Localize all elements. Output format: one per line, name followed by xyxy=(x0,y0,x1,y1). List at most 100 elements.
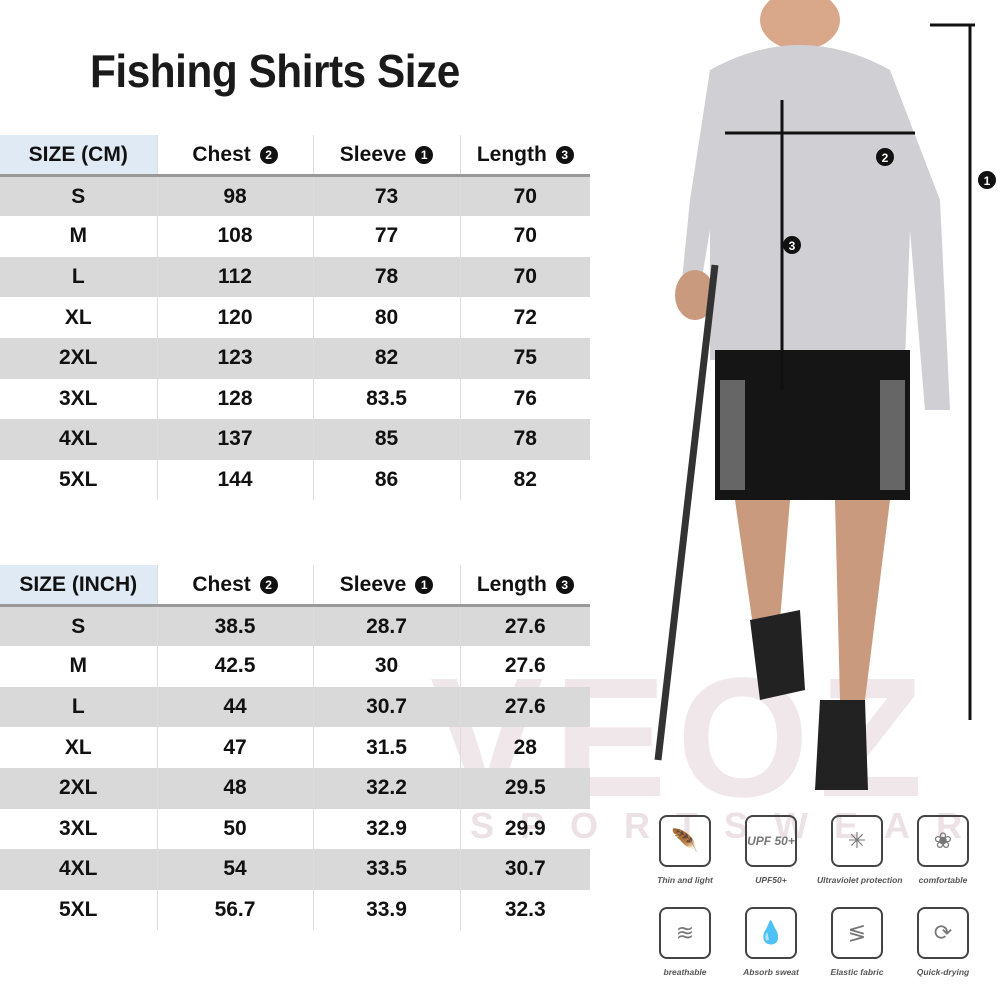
drop-icon-glyph: 💧 xyxy=(757,920,785,945)
chest-label: Chest xyxy=(192,142,251,166)
cell: 82 xyxy=(312,337,460,379)
length-label: Length xyxy=(476,142,547,166)
cell: 3XL xyxy=(58,386,98,410)
feature-label: UPF50+ xyxy=(755,875,787,885)
cell: 32.3 xyxy=(459,889,590,931)
cell: 30 xyxy=(312,646,460,687)
cell: 32.2 xyxy=(312,767,460,809)
zigzag-icon: ≶ xyxy=(831,907,883,959)
cell: 78 xyxy=(312,256,460,298)
cotton-icon-glyph: ❀ xyxy=(933,828,953,853)
cell: 3XL xyxy=(58,816,98,840)
cell: 33.5 xyxy=(312,849,460,890)
cell: 27.6 xyxy=(459,686,590,728)
table-row: S 38.5 28.7 27.6 xyxy=(0,605,590,647)
table-row: 3XL 50 32.9 29.9 xyxy=(0,808,590,850)
sleeve-header: Sleeve 1 xyxy=(312,565,460,608)
cell: 120 xyxy=(156,297,313,338)
svg-text:1: 1 xyxy=(984,174,991,188)
cell: 70 xyxy=(459,216,590,257)
cell: 38.5 xyxy=(156,605,313,647)
breathable-icon-glyph: ≋ xyxy=(675,920,695,945)
table-row: S 98 73 70 xyxy=(0,175,590,217)
feature-item: 🪶 Thin and light xyxy=(645,815,725,885)
cell: 83.5 xyxy=(312,378,460,420)
zigzag-icon-glyph: ≶ xyxy=(847,920,867,945)
table-row: 5XL 56.7 33.9 32.3 xyxy=(0,889,590,931)
marker-2: 2 xyxy=(876,148,894,166)
table-row: 2XL 123 82 75 xyxy=(0,337,590,379)
header-row: SIZE (INCH) Chest 2 Sleeve 1 Length 3 xyxy=(0,565,590,608)
cell: 33.9 xyxy=(312,889,460,931)
feature-label: Thin and light xyxy=(657,875,713,885)
feature-item: ≶ Elastic fabric xyxy=(817,907,897,977)
cotton-icon: ❀ xyxy=(917,815,969,867)
cell: 80 xyxy=(312,297,460,338)
marker-icon: 1 xyxy=(415,575,434,594)
drop-icon: 💧 xyxy=(745,907,797,959)
table-row: 5XL 144 86 82 xyxy=(0,459,590,501)
length-label: Length xyxy=(476,572,547,596)
marker-icon: 3 xyxy=(555,145,574,164)
cell: XL xyxy=(64,735,92,759)
feature-label: breathable xyxy=(663,967,707,977)
chest-header: Chest 2 xyxy=(156,135,313,178)
feature-item: ✳ Ultraviolet protection xyxy=(817,815,903,885)
sleeve-label: Sleeve xyxy=(339,572,407,596)
cell: 47 xyxy=(156,727,313,768)
cell: 77 xyxy=(312,216,460,257)
cell: 29.9 xyxy=(459,808,590,850)
feature-item: ≋ breathable xyxy=(645,907,725,977)
cell: 82 xyxy=(459,459,590,501)
table-row: XL 47 31.5 28 xyxy=(0,727,590,768)
chest-label: Chest xyxy=(192,572,251,596)
cell: S xyxy=(0,175,157,217)
cell: 4XL xyxy=(0,849,157,890)
cell: 98 xyxy=(156,175,313,217)
cell: L xyxy=(0,256,157,298)
table-row: L 44 30.7 27.6 xyxy=(0,686,590,728)
cell: 128 xyxy=(156,378,313,420)
cycle-icon-glyph: ⟳ xyxy=(933,920,953,945)
svg-text:2: 2 xyxy=(882,151,889,165)
table-row: M 108 77 70 xyxy=(0,216,590,257)
cell: 31.5 xyxy=(312,727,460,768)
cell: 27.6 xyxy=(459,646,590,687)
sleeve-label: Sleeve xyxy=(339,142,407,166)
marker-icon: 2 xyxy=(259,575,278,594)
feature-label: Absorb sweat xyxy=(743,967,799,977)
table-row: 2XL 48 32.2 29.5 xyxy=(0,767,590,809)
size-header: SIZE (CM) xyxy=(0,135,157,178)
cell: 2XL xyxy=(0,767,157,809)
uv-icon-glyph: ✳ xyxy=(847,828,867,853)
table-row: 3XL 128 83.5 76 xyxy=(0,378,590,420)
sleeve-header: Sleeve 1 xyxy=(312,135,460,178)
marker-3: 3 xyxy=(783,236,801,254)
cell: 85 xyxy=(312,419,460,460)
feature-label: Elastic fabric xyxy=(830,967,884,977)
cell: 28 xyxy=(459,727,590,768)
feature-label: Ultraviolet protection xyxy=(817,875,903,885)
cycle-icon: ⟳ xyxy=(917,907,969,959)
marker-1: 1 xyxy=(978,171,996,189)
header-row: SIZE (CM) Chest 2 Sleeve 1 Length 3 xyxy=(0,135,590,178)
marker-icon: 2 xyxy=(259,145,278,164)
cell: 78 xyxy=(459,419,590,460)
feature-label: Quick-drying xyxy=(916,967,970,977)
model-figure: 1 2 3 xyxy=(654,0,996,790)
upf-icon: UPF 50+ xyxy=(745,815,797,867)
table-row: L 112 78 70 xyxy=(0,256,590,298)
cell: L xyxy=(0,686,157,728)
cell: XL xyxy=(64,305,92,329)
cell: 27.6 xyxy=(459,605,590,647)
feature-item: ⟳ Quick-drying xyxy=(903,907,983,977)
table-row: M 42.5 30 27.6 xyxy=(0,646,590,687)
cell: 56.7 xyxy=(156,889,313,931)
cell: S xyxy=(0,605,157,647)
cell: 28.7 xyxy=(312,605,460,647)
cell: 70 xyxy=(459,175,590,217)
cell: 73 xyxy=(312,175,460,217)
cell: 30.7 xyxy=(312,686,460,728)
length-header: Length 3 xyxy=(459,565,590,608)
cell: 4XL xyxy=(0,419,157,460)
